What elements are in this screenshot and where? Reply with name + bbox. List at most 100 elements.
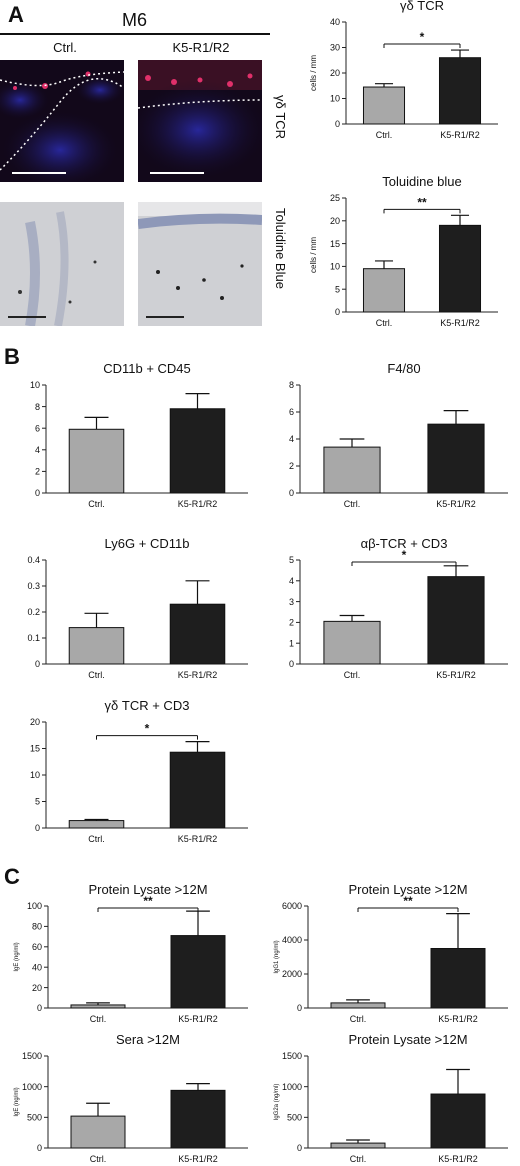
chart-igg1-lysate: Protein Lysate >12M IgG1 (ng/ml) 0 2000 4000… [274,882,508,1024]
bar [330,1142,386,1149]
chart-igg2a-lysate: Protein Lysate >12M IgG2a (ng/ml) 0 500 1000… [274,1032,508,1164]
bar [362,268,406,313]
bar [169,408,226,494]
y-axis-label: IgG2a (ng/ml) [274,1084,280,1121]
x-tick-label: Ctrl. [344,670,361,680]
chart-ab-tcr-cd3: αβ-TCR + CD3 0 1 2 3 4 5 Ctrl. K5-R1/R2 * [289,536,508,680]
x-tick-label: Ctrl. [88,670,105,680]
y-tick-label: 500 [27,1112,42,1122]
y-tick-label: 8 [35,402,40,412]
significance-marker: * [402,548,407,562]
chart-title: CD11b + CD45 [103,361,191,376]
row-label-gdtcr: γδ TCR [273,95,288,140]
y-tick-label: 5 [335,284,340,294]
chart-title: Sera >12M [116,1032,180,1047]
chart-ige-sera: Sera >12M IgE (ng/ml) 0 500 1000 1500 Ctrl. K5-… [14,1032,248,1164]
micrograph-group-title: M6 [122,10,148,30]
y-tick-label: 0 [289,488,294,498]
bar [68,428,125,494]
x-tick-label: Ctrl. [344,499,361,509]
y-tick-label: 100 [27,901,42,911]
panel-c-letter: C [4,864,20,889]
x-tick-label: Ctrl. [350,1154,367,1164]
bar [68,627,125,665]
bar [330,1002,386,1009]
x-tick-label: K5-R1/R2 [436,499,476,509]
chart-title: Protein Lysate >12M [88,882,207,897]
significance-marker: * [420,30,425,44]
chart-gd-tcr-cd3: γδ TCR + CD3 0 5 10 15 20 Ctrl. K5-R1/R2 * [30,698,248,844]
y-tick-label: 0.1 [27,633,40,643]
y-tick-label: 20 [330,216,340,226]
y-tick-label: 0 [335,119,340,129]
chart-title: γδ TCR + CD3 [105,698,190,713]
y-tick-label: 1500 [22,1051,42,1061]
y-tick-label: 2 [35,467,40,477]
x-tick-label: Ctrl. [88,499,105,509]
y-tick-label: 2000 [282,969,302,979]
title-underline [0,33,270,35]
y-tick-label: 5 [35,797,40,807]
y-tick-label: 0 [297,1143,302,1153]
x-tick-label: K5-R1/R2 [178,670,218,680]
x-tick-label: K5-R1/R2 [440,130,480,140]
bar [169,603,226,665]
y-tick-label: 0 [35,488,40,498]
y-tick-label: 1 [289,638,294,648]
y-tick-label: 500 [287,1112,302,1122]
micrograph-gdtcr-ctrl [0,60,124,182]
bar [430,1093,486,1149]
y-tick-label: 20 [30,717,40,727]
bar [430,948,486,1009]
y-tick-label: 3 [289,597,294,607]
bar [362,86,406,125]
bar [427,576,485,665]
y-tick-label: 0 [37,1003,42,1013]
x-tick-label: Ctrl. [90,1014,107,1024]
y-tick-label: 0 [35,659,40,669]
y-tick-label: 0 [35,823,40,833]
bar [169,751,226,829]
y-tick-label: 2 [289,461,294,471]
y-tick-label: 10 [330,94,340,104]
y-tick-label: 15 [330,239,340,249]
y-tick-label: 8 [289,380,294,390]
y-tick-label: 0 [37,1143,42,1153]
y-tick-label: 1500 [282,1051,302,1061]
x-tick-label: Ctrl. [88,834,105,844]
x-tick-label: K5-R1/R2 [440,318,480,328]
y-tick-label: 0.2 [27,607,40,617]
chart-toluidine-cells: Toluidine blue cells / mm 0 5 10 15 20 25 Ctrl. K… [309,174,498,328]
y-axis-label: cells / mm [309,55,318,91]
y-tick-label: 10 [330,262,340,272]
micrograph-toluidine-ctrl [0,202,124,326]
micrograph-gdtcr-k5 [138,60,262,182]
y-axis-label: cells / mm [309,237,318,273]
x-tick-label: K5-R1/R2 [438,1014,478,1024]
y-tick-label: 80 [32,922,42,932]
y-tick-label: 10 [30,380,40,390]
y-tick-label: 10 [30,770,40,780]
column-label-ctrl: Ctrl. [53,40,77,55]
column-label-k5: K5-R1/R2 [172,40,230,55]
y-tick-label: 6000 [282,901,302,911]
panel-b-letter: B [4,344,20,369]
y-tick-label: 0 [335,307,340,317]
y-tick-label: 2 [289,618,294,628]
micrograph-toluidine-k5 [138,202,262,326]
y-tick-label: 4 [289,434,294,444]
y-axis-label: IgE (ng/ml) [14,1087,20,1116]
y-tick-label: 0 [297,1003,302,1013]
y-tick-label: 0.4 [27,555,40,565]
bar [170,1089,226,1149]
bar [427,423,485,494]
chart-f480: F4/80 0 2 4 6 8 Ctrl. K5-R1/R2 [289,361,508,509]
significance-marker: ** [403,894,413,908]
bar [438,57,482,125]
x-tick-label: K5-R1/R2 [178,1014,218,1024]
y-tick-label: 25 [330,193,340,203]
x-tick-label: Ctrl. [376,318,393,328]
y-tick-label: 0.3 [27,581,40,591]
bar [323,446,381,494]
bar [68,820,125,829]
